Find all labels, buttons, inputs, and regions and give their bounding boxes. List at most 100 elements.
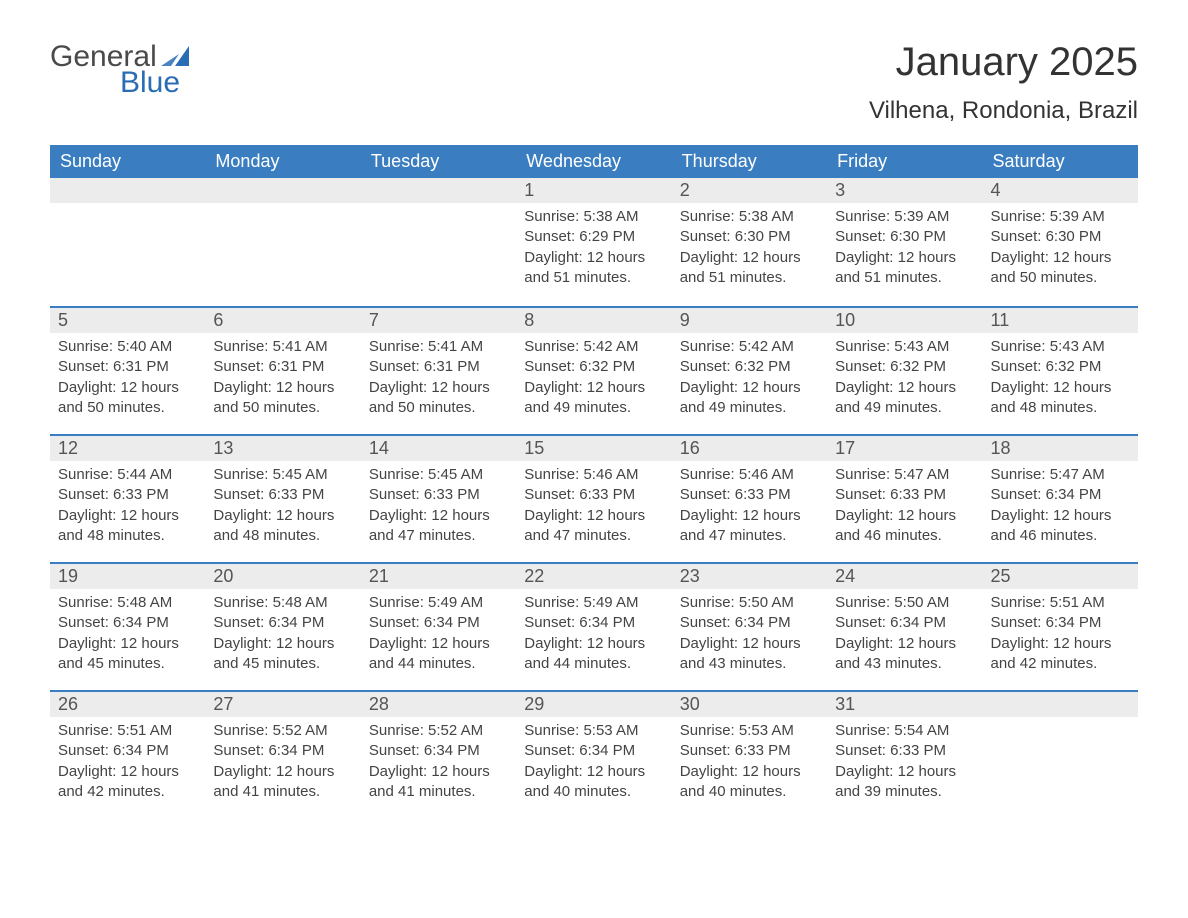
day-number: 30 [672,690,827,717]
day-sunrise: Sunrise: 5:42 AM [680,337,819,357]
day-d1: Daylight: 12 hours [680,762,819,782]
day-sunrise: Sunrise: 5:39 AM [991,207,1130,227]
day-number: 23 [672,562,827,589]
calendar-cell [983,690,1138,818]
day-content: Sunrise: 5:53 AMSunset: 6:34 PMDaylight:… [516,717,671,810]
day-sunset: Sunset: 6:31 PM [58,357,197,377]
title-block: January 2025 Vilhena, Rondonia, Brazil [869,40,1138,125]
day-content: Sunrise: 5:41 AMSunset: 6:31 PMDaylight:… [205,333,360,426]
calendar-cell [50,178,205,306]
calendar-cell [361,178,516,306]
day-sunset: Sunset: 6:34 PM [213,741,352,761]
day-sunrise: Sunrise: 5:44 AM [58,465,197,485]
day-sunset: Sunset: 6:33 PM [58,485,197,505]
day-d1: Daylight: 12 hours [524,248,663,268]
day-sunrise: Sunrise: 5:53 AM [680,721,819,741]
day-d1: Daylight: 12 hours [524,762,663,782]
day-sunrise: Sunrise: 5:51 AM [991,593,1130,613]
calendar-cell: 14Sunrise: 5:45 AMSunset: 6:33 PMDayligh… [361,434,516,562]
day-d2: and 44 minutes. [524,654,663,674]
calendar-cell: 5Sunrise: 5:40 AMSunset: 6:31 PMDaylight… [50,306,205,434]
day-sunrise: Sunrise: 5:48 AM [213,593,352,613]
day-number: 25 [983,562,1138,589]
day-d2: and 48 minutes. [58,526,197,546]
day-d1: Daylight: 12 hours [58,762,197,782]
day-sunset: Sunset: 6:33 PM [369,485,508,505]
calendar-cell: 25Sunrise: 5:51 AMSunset: 6:34 PMDayligh… [983,562,1138,690]
day-number: 13 [205,434,360,461]
day-content: Sunrise: 5:54 AMSunset: 6:33 PMDaylight:… [827,717,982,810]
day-d1: Daylight: 12 hours [835,378,974,398]
day-number: 16 [672,434,827,461]
calendar-cell: 27Sunrise: 5:52 AMSunset: 6:34 PMDayligh… [205,690,360,818]
day-sunset: Sunset: 6:32 PM [524,357,663,377]
day-content: Sunrise: 5:48 AMSunset: 6:34 PMDaylight:… [205,589,360,682]
day-content: Sunrise: 5:49 AMSunset: 6:34 PMDaylight:… [516,589,671,682]
day-sunrise: Sunrise: 5:48 AM [58,593,197,613]
day-d2: and 47 minutes. [369,526,508,546]
day-sunset: Sunset: 6:31 PM [369,357,508,377]
day-number: 31 [827,690,982,717]
day-content: Sunrise: 5:38 AMSunset: 6:29 PMDaylight:… [516,203,671,296]
calendar-week-row: 12Sunrise: 5:44 AMSunset: 6:33 PMDayligh… [50,434,1138,562]
day-header-row: SundayMondayTuesdayWednesdayThursdayFrid… [50,145,1138,178]
day-content: Sunrise: 5:51 AMSunset: 6:34 PMDaylight:… [50,717,205,810]
day-number: 7 [361,306,516,333]
day-sunrise: Sunrise: 5:52 AM [369,721,508,741]
day-number: 8 [516,306,671,333]
day-number: 26 [50,690,205,717]
day-content: Sunrise: 5:46 AMSunset: 6:33 PMDaylight:… [516,461,671,554]
day-number: 12 [50,434,205,461]
day-d1: Daylight: 12 hours [991,248,1130,268]
calendar-cell: 28Sunrise: 5:52 AMSunset: 6:34 PMDayligh… [361,690,516,818]
day-number: 4 [983,178,1138,203]
day-d1: Daylight: 12 hours [680,634,819,654]
day-header: Tuesday [361,145,516,178]
day-d1: Daylight: 12 hours [213,506,352,526]
day-d2: and 42 minutes. [58,782,197,802]
month-title: January 2025 [869,40,1138,85]
day-number: 9 [672,306,827,333]
day-sunset: Sunset: 6:33 PM [524,485,663,505]
day-d1: Daylight: 12 hours [58,378,197,398]
day-sunrise: Sunrise: 5:54 AM [835,721,974,741]
day-number: 1 [516,178,671,203]
day-sunrise: Sunrise: 5:50 AM [680,593,819,613]
calendar-week-row: 19Sunrise: 5:48 AMSunset: 6:34 PMDayligh… [50,562,1138,690]
day-d2: and 50 minutes. [991,268,1130,288]
day-d2: and 42 minutes. [991,654,1130,674]
day-header: Monday [205,145,360,178]
calendar-cell: 7Sunrise: 5:41 AMSunset: 6:31 PMDaylight… [361,306,516,434]
calendar-cell: 29Sunrise: 5:53 AMSunset: 6:34 PMDayligh… [516,690,671,818]
calendar-cell: 6Sunrise: 5:41 AMSunset: 6:31 PMDaylight… [205,306,360,434]
day-d1: Daylight: 12 hours [991,378,1130,398]
day-sunrise: Sunrise: 5:38 AM [680,207,819,227]
day-sunset: Sunset: 6:33 PM [680,741,819,761]
day-number: 24 [827,562,982,589]
day-content: Sunrise: 5:38 AMSunset: 6:30 PMDaylight:… [672,203,827,296]
calendar-week-row: 26Sunrise: 5:51 AMSunset: 6:34 PMDayligh… [50,690,1138,818]
day-sunset: Sunset: 6:34 PM [58,613,197,633]
calendar-cell: 3Sunrise: 5:39 AMSunset: 6:30 PMDaylight… [827,178,982,306]
day-header: Friday [827,145,982,178]
day-d1: Daylight: 12 hours [524,378,663,398]
calendar-cell [205,178,360,306]
day-sunset: Sunset: 6:34 PM [213,613,352,633]
day-sunrise: Sunrise: 5:39 AM [835,207,974,227]
day-header: Thursday [672,145,827,178]
day-sunset: Sunset: 6:33 PM [680,485,819,505]
day-number: 18 [983,434,1138,461]
day-content: Sunrise: 5:49 AMSunset: 6:34 PMDaylight:… [361,589,516,682]
day-number: 29 [516,690,671,717]
day-content: Sunrise: 5:53 AMSunset: 6:33 PMDaylight:… [672,717,827,810]
day-content: Sunrise: 5:44 AMSunset: 6:33 PMDaylight:… [50,461,205,554]
day-content: Sunrise: 5:39 AMSunset: 6:30 PMDaylight:… [827,203,982,296]
day-sunrise: Sunrise: 5:45 AM [213,465,352,485]
calendar-cell: 17Sunrise: 5:47 AMSunset: 6:33 PMDayligh… [827,434,982,562]
day-sunrise: Sunrise: 5:47 AM [991,465,1130,485]
day-d2: and 39 minutes. [835,782,974,802]
day-number: 20 [205,562,360,589]
day-header: Sunday [50,145,205,178]
day-content: Sunrise: 5:43 AMSunset: 6:32 PMDaylight:… [983,333,1138,426]
day-sunrise: Sunrise: 5:38 AM [524,207,663,227]
